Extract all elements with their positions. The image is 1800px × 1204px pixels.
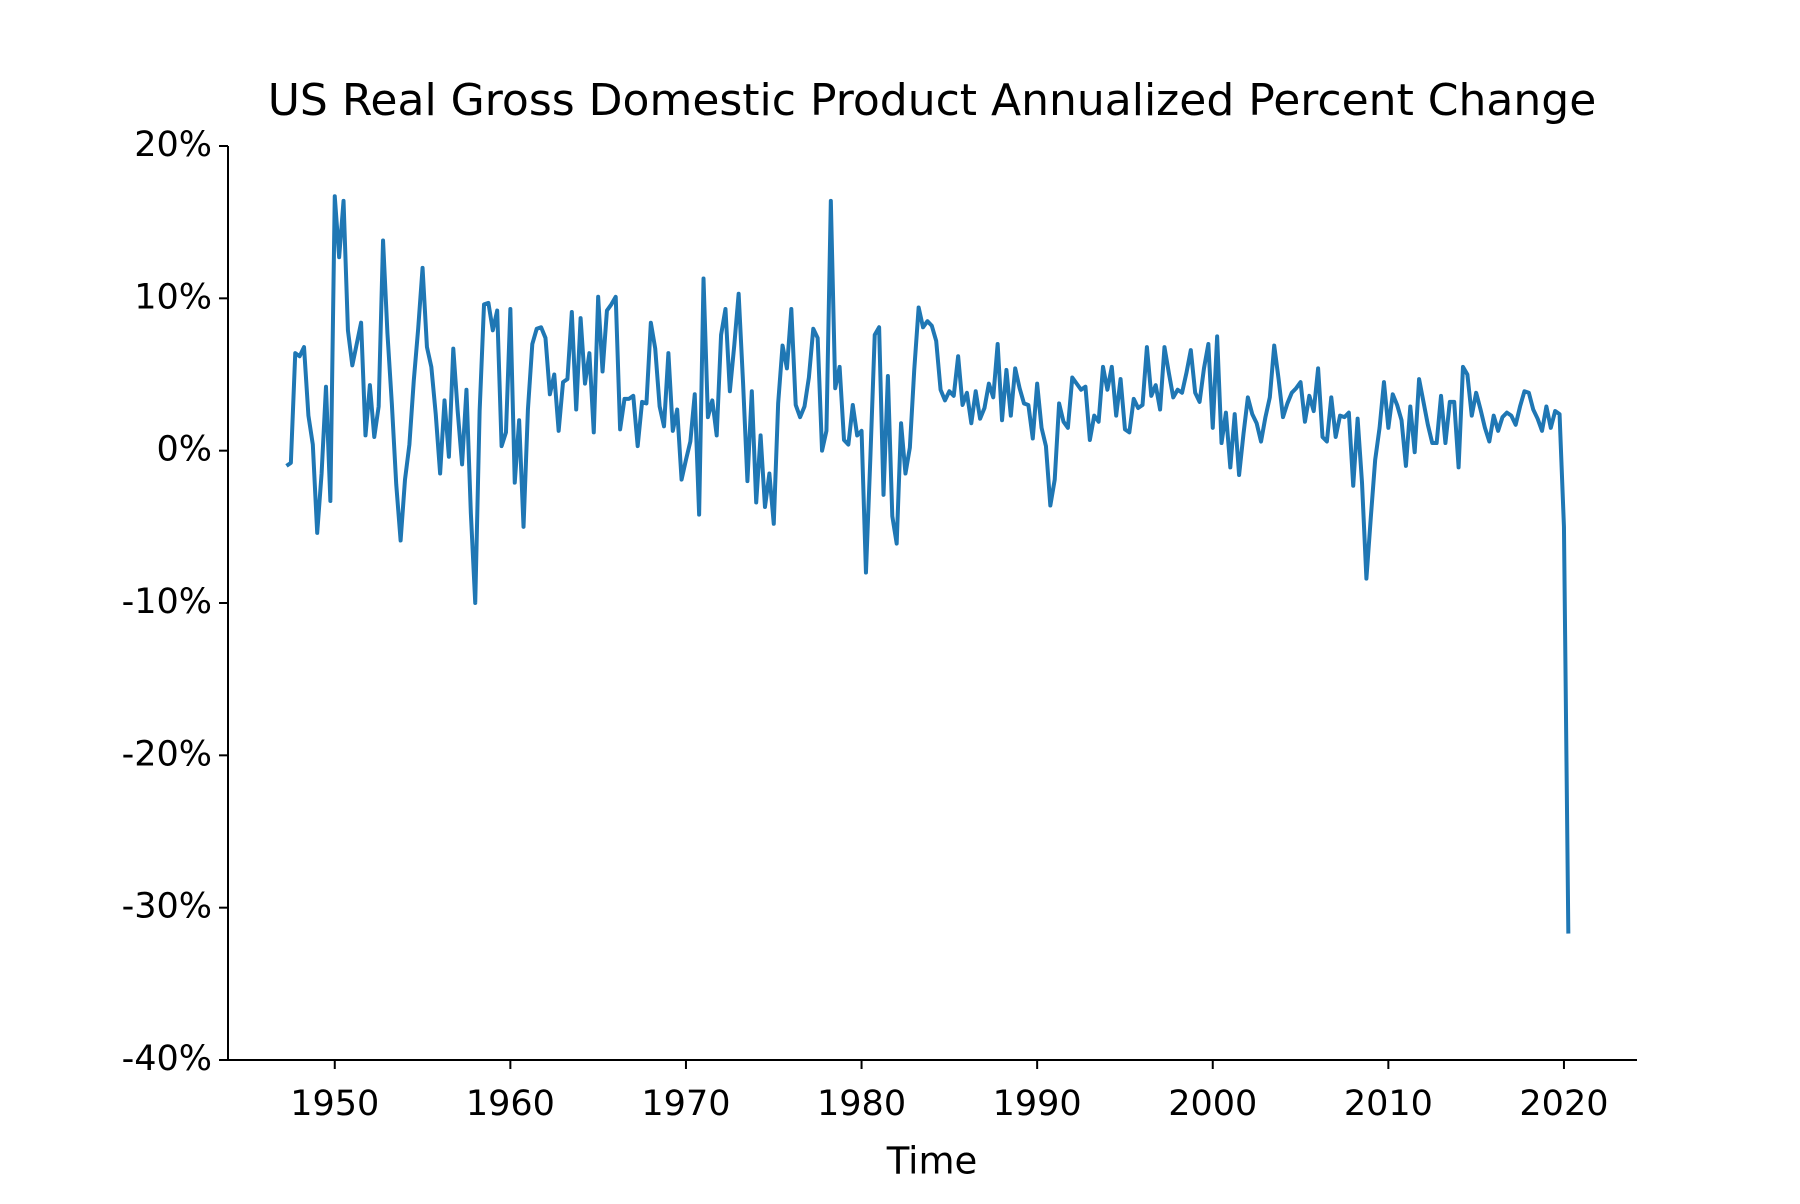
y-tick-label: -30% bbox=[122, 887, 212, 927]
x-tick-label: 2020 bbox=[1519, 1084, 1608, 1124]
y-tick-label: 20% bbox=[134, 125, 212, 165]
data-line bbox=[285, 194, 1571, 934]
x-tick-label: 1960 bbox=[466, 1084, 555, 1124]
x-tick-label: 1950 bbox=[290, 1084, 379, 1124]
y-tick-label: 0% bbox=[156, 430, 212, 470]
x-axis-label: Time bbox=[886, 1140, 978, 1183]
chart-title: US Real Gross Domestic Product Annualize… bbox=[268, 75, 1597, 126]
y-tick-label: -40% bbox=[122, 1039, 212, 1079]
x-tick-label: 1990 bbox=[993, 1084, 1082, 1124]
x-tick-label: 2010 bbox=[1344, 1084, 1433, 1124]
y-tick-label: 10% bbox=[134, 277, 212, 317]
x-tick-label: 2000 bbox=[1168, 1084, 1257, 1124]
x-tick-label: 1980 bbox=[817, 1084, 906, 1124]
y-tick-label: -10% bbox=[122, 582, 212, 622]
y-tick-label: -20% bbox=[122, 734, 212, 774]
x-tick-label: 1970 bbox=[641, 1084, 730, 1124]
